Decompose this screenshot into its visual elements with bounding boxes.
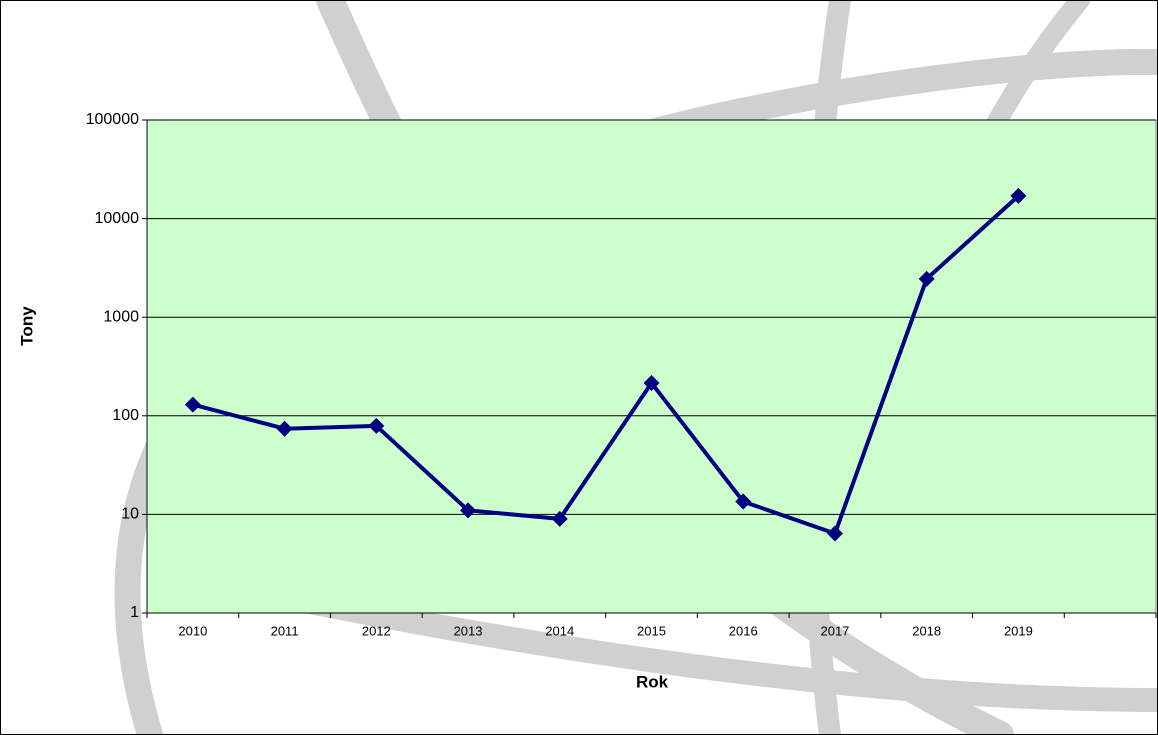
x-tick-label: 2017 (820, 623, 849, 638)
x-tick-label: 2015 (637, 623, 666, 638)
y-tick-label: 100000 (86, 111, 139, 128)
y-tick-label: 100 (112, 407, 139, 424)
x-tick-label: 2016 (729, 623, 758, 638)
x-tick-label: 2018 (912, 623, 941, 638)
y-tick-label: 1 (130, 604, 139, 621)
plot-area (147, 120, 1156, 613)
x-tick-label: 2011 (271, 623, 299, 638)
x-tick-label: 2012 (362, 623, 391, 638)
x-tick-label: 2019 (1004, 623, 1033, 638)
chart: Rok Tony 1 10 100 1000 10000 100000 2010 2011 20… (0, 0, 1158, 735)
x-tick-label: 2014 (545, 623, 574, 638)
y-tick-label: 1000 (103, 308, 139, 325)
page: {"chart_data": {"type": "line", "x_label… (0, 0, 1158, 735)
x-tick-label: 2010 (178, 623, 207, 638)
x-axis-title: Rok (636, 672, 669, 691)
x-tick-label: 2013 (454, 623, 483, 638)
y-tick-label: 10000 (95, 210, 140, 227)
y-axis-title: Tony (17, 306, 36, 346)
y-tick-label: 10 (121, 506, 139, 523)
